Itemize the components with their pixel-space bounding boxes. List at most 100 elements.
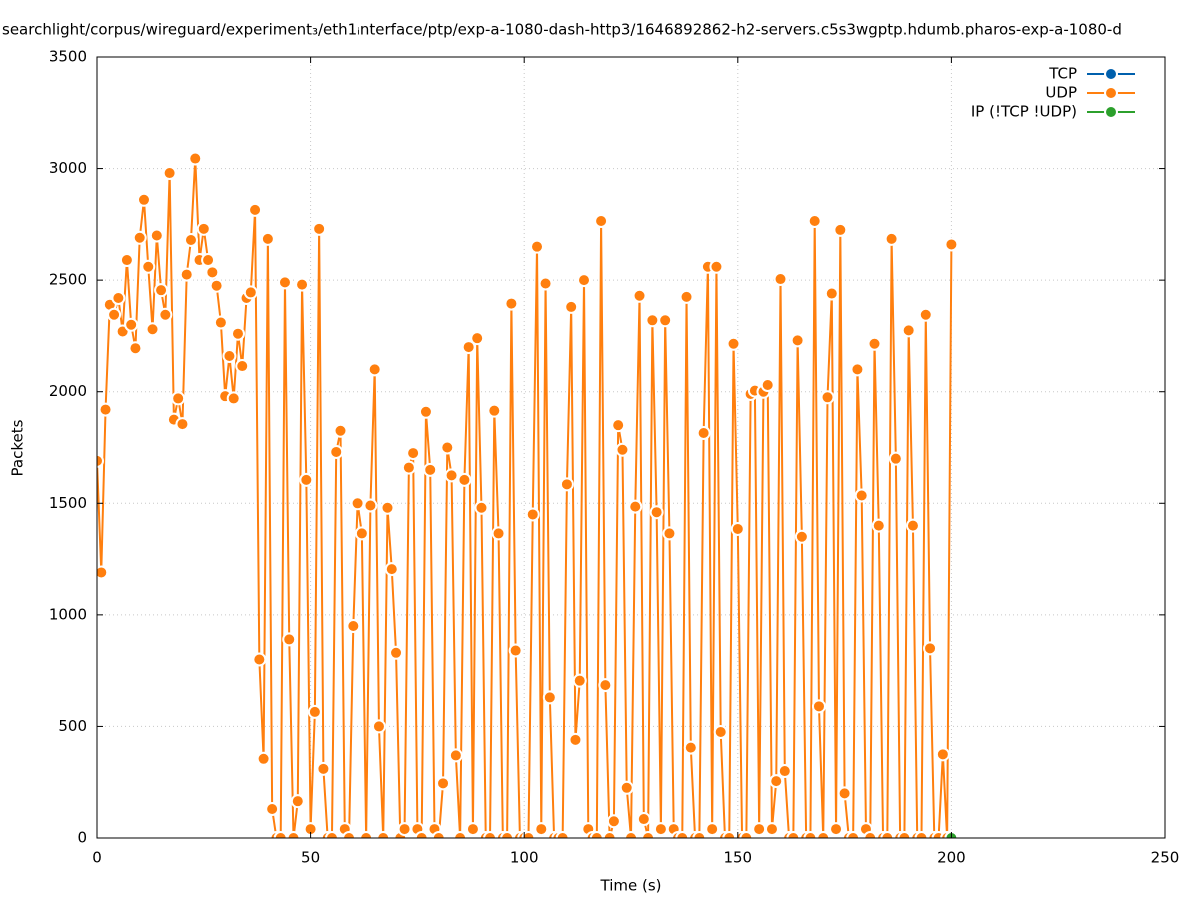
data-point (136, 192, 151, 207)
x-tick-label: 150 (723, 849, 752, 867)
data-point (179, 267, 194, 282)
data-point (491, 526, 506, 541)
y-axis-label: Packets (9, 419, 27, 476)
data-point (726, 336, 741, 351)
data-point (675, 831, 690, 838)
data-point (401, 460, 416, 475)
data-point (538, 276, 553, 291)
data-point (273, 831, 288, 838)
data-point (534, 822, 549, 837)
data-point (201, 253, 216, 268)
data-point (230, 326, 245, 341)
data-point (829, 822, 844, 837)
data-point (453, 831, 468, 838)
data-point (773, 272, 788, 287)
data-point (854, 488, 869, 503)
legend-marker (1104, 86, 1118, 100)
data-point (611, 418, 626, 433)
data-point (307, 704, 322, 719)
data-point (132, 230, 147, 245)
data-point (295, 277, 310, 292)
data-point (624, 831, 638, 838)
data-point (641, 831, 656, 838)
data-point (807, 214, 822, 229)
data-point (530, 239, 545, 254)
data-point (158, 307, 173, 322)
data-point (713, 725, 728, 740)
data-point (363, 498, 378, 513)
data-point (145, 322, 160, 337)
plot-border (96, 56, 1166, 839)
data-point (367, 362, 382, 377)
data-point (97, 565, 109, 580)
data-point (658, 313, 673, 328)
data-point (935, 747, 950, 762)
data-point (504, 296, 519, 311)
data-point (867, 336, 882, 351)
data-point (846, 831, 861, 838)
data-point (474, 500, 489, 515)
data-point (914, 831, 929, 838)
data-point (619, 780, 634, 795)
data-point (722, 831, 737, 838)
data-point (508, 643, 523, 658)
data-point (794, 529, 809, 544)
data-point (764, 822, 779, 837)
data-point (679, 289, 694, 304)
x-axis-label: Time (s) (600, 877, 662, 895)
data-point (260, 231, 275, 246)
data-point (222, 349, 237, 364)
data-point (564, 299, 579, 314)
data-point (213, 315, 228, 330)
data-point (196, 221, 211, 236)
data-point (248, 202, 263, 217)
data-point (662, 526, 677, 541)
data-point (188, 151, 203, 166)
data-point (149, 228, 164, 243)
data-point (705, 822, 720, 837)
data-point (436, 776, 451, 791)
data-point (628, 499, 643, 514)
data-point (342, 831, 357, 838)
y-tick-label: 0 (77, 829, 87, 847)
data-point (884, 231, 899, 246)
data-point (371, 719, 386, 734)
data-point (730, 521, 745, 536)
x-tick-label: 200 (937, 849, 966, 867)
data-point (918, 307, 933, 322)
data-point (124, 317, 139, 332)
data-point (653, 822, 668, 837)
data-point (312, 221, 327, 236)
data-point (414, 831, 429, 838)
data-point (483, 831, 498, 838)
data-point (380, 500, 395, 515)
legend-marker (1104, 67, 1118, 81)
x-tick-label: 250 (1151, 849, 1180, 867)
data-point (863, 831, 878, 838)
data-point (461, 340, 476, 355)
y-tick-label: 2000 (49, 382, 87, 400)
data-point (790, 333, 805, 348)
data-point (559, 477, 574, 492)
data-point (444, 468, 459, 483)
data-point (709, 259, 724, 274)
data-point (107, 307, 122, 322)
data-point (277, 275, 292, 290)
data-point (282, 632, 297, 647)
data-point (183, 232, 198, 247)
data-point (683, 740, 698, 755)
data-point (256, 751, 271, 766)
data-point (141, 259, 156, 274)
x-tick-label: 0 (92, 849, 102, 867)
data-point (440, 440, 455, 455)
data-point (333, 423, 348, 438)
data-point (645, 313, 660, 328)
data-point (162, 166, 177, 181)
data-point (598, 678, 613, 693)
data-point (329, 444, 344, 459)
y-tick-label: 500 (58, 717, 87, 735)
data-point (243, 285, 258, 300)
data-point (235, 359, 250, 374)
data-point (577, 273, 592, 288)
